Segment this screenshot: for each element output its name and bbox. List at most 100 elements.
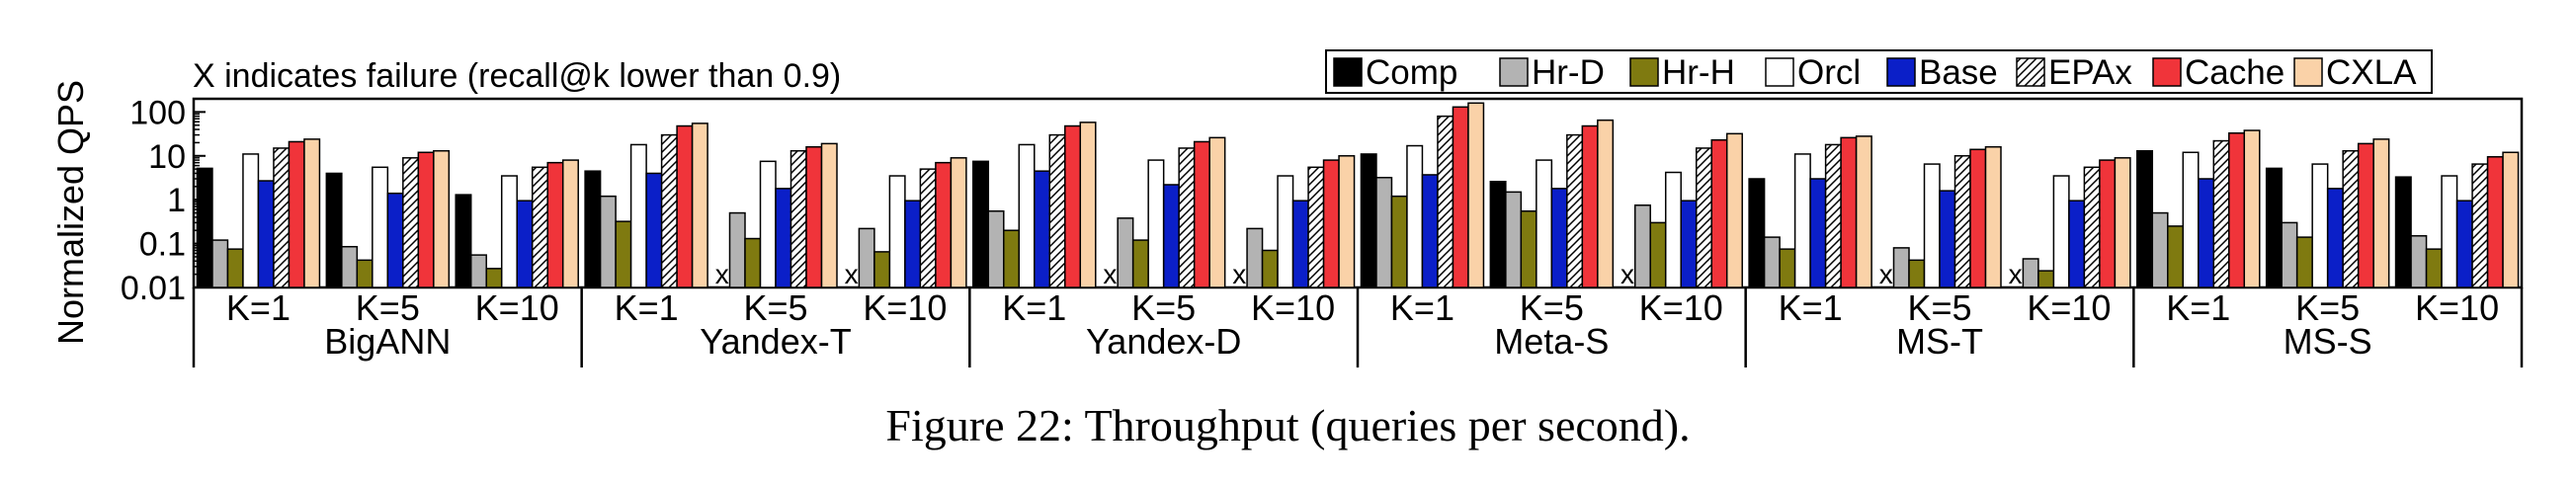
bar-cxla (1338, 155, 1356, 288)
bar-cache (1193, 140, 1210, 288)
bar-epax (2083, 166, 2101, 288)
bar-orcl (500, 175, 518, 288)
bar-cxla (2372, 138, 2390, 288)
y-tick-label: 0.1 (139, 226, 186, 264)
group-label: Yandex-T (700, 321, 851, 362)
bar-orcl (759, 160, 777, 288)
bar-hr-d (1505, 191, 1523, 288)
subgroup-label: K=1 (2166, 287, 2230, 328)
bar-hr-d (1246, 227, 1264, 288)
throughput-chart: 0.01 0.1 1 10 100 BigANN K=1 K=5 K=10 Yandex-T K=1… (50, 49, 2524, 367)
legend-swatch (1499, 57, 1529, 87)
failure-marker: x (1620, 259, 1634, 289)
bar-hr-d (2281, 221, 2298, 288)
legend-swatch (2016, 57, 2045, 87)
bar-hr-d (728, 211, 746, 288)
bar-hr-h (2037, 270, 2055, 288)
bar-orcl (888, 175, 906, 288)
bar-hr-d (211, 239, 229, 288)
subgroup-label: K=10 (2027, 287, 2111, 328)
bar-hr-h (1908, 259, 1926, 288)
bar-epax (1566, 133, 1584, 288)
bar-epax (531, 166, 548, 288)
bar-base (1809, 178, 1827, 288)
bar-base (1162, 184, 1180, 288)
bar-hr-h (1649, 221, 1667, 288)
bar-epax (1307, 166, 1325, 288)
bar-cache (2228, 131, 2246, 288)
bar-cache (1581, 124, 1599, 288)
bar-epax (660, 133, 678, 288)
bar-cache (417, 151, 435, 288)
bar-hr-h (2295, 236, 2313, 288)
bar-orcl (2311, 163, 2329, 288)
bar-cxla (1079, 122, 1097, 288)
bar-orcl (372, 166, 389, 288)
bar-hr-d (341, 245, 359, 288)
bar-base (516, 200, 534, 288)
bar-cxla (561, 159, 579, 288)
bar-hr-h (873, 251, 891, 288)
bar-orcl (1664, 171, 1682, 288)
bar-comp (196, 167, 213, 288)
bar-base (1291, 200, 1309, 288)
legend: Comp Hr-D Hr-H Orcl Base EPAx Cache CXLA (1325, 49, 2433, 94)
bar-comp (2394, 176, 2412, 288)
y-tick-label: 100 (129, 94, 186, 131)
bar-hr-d (1892, 247, 1910, 288)
y-axis-label: Normalized QPS (50, 80, 91, 345)
bar-hr-d (469, 254, 487, 288)
legend-swatch (1629, 57, 1659, 87)
failure-marker: x (845, 259, 859, 289)
subgroup-label: K=10 (1251, 287, 1335, 328)
bar-epax (2212, 139, 2230, 288)
bar-orcl (1923, 163, 1941, 288)
legend-label: Hr-D (1532, 53, 1605, 92)
legend-swatch (1765, 57, 1794, 87)
bar-hr-d (1375, 177, 1393, 288)
group-label: Yandex-D (1086, 321, 1241, 362)
bar-base (775, 188, 792, 288)
bar-epax (789, 149, 807, 288)
legend-label: Cache (2185, 53, 2285, 92)
failure-marker: x (2009, 259, 2023, 289)
bar-comp (1360, 153, 1377, 288)
bar-epax (2471, 163, 2489, 288)
bar-epax (402, 157, 420, 288)
bar-hr-h (485, 268, 503, 288)
subgroup-label: K=5 (2295, 287, 2360, 328)
bar-comp (455, 194, 472, 288)
bar-hr-h (744, 237, 762, 288)
subgroup-label: K=1 (1390, 287, 1454, 328)
bar-cxla (1597, 119, 1615, 288)
bar-hr-h (1261, 249, 1279, 288)
bar-orcl (1277, 175, 1294, 288)
bar-hr-h (2167, 225, 2185, 288)
bar-cache (1064, 124, 1082, 288)
bar-orcl (1793, 153, 1811, 288)
legend-label: EPAx (2048, 53, 2132, 92)
bar-cxla (303, 138, 321, 288)
y-tick-label: 10 (148, 138, 186, 176)
group-label: MS-S (2284, 321, 2372, 362)
bar-cache (1452, 106, 1469, 288)
subgroup-label: K=10 (1639, 287, 1723, 328)
group-label: Meta-S (1494, 321, 1609, 362)
bar-cache (676, 124, 694, 288)
bar-epax (273, 147, 291, 288)
bar-cache (1969, 148, 1987, 288)
bar-base (1421, 174, 1439, 288)
bar-comp (2265, 167, 2283, 288)
bar-cxla (1855, 135, 1872, 288)
failure-marker: x (1879, 259, 1893, 289)
subgroup-label: K=10 (475, 287, 559, 328)
bar-comp (325, 172, 343, 288)
failure-marker: x (715, 259, 729, 289)
subgroup-label: K=5 (1907, 287, 1971, 328)
bar-base (1680, 200, 1698, 288)
bar-cxla (691, 122, 708, 288)
subgroup-label: K=1 (226, 287, 291, 328)
bar-epax (2342, 149, 2360, 288)
bar-orcl (1536, 159, 1553, 288)
bar-hr-d (599, 195, 617, 288)
